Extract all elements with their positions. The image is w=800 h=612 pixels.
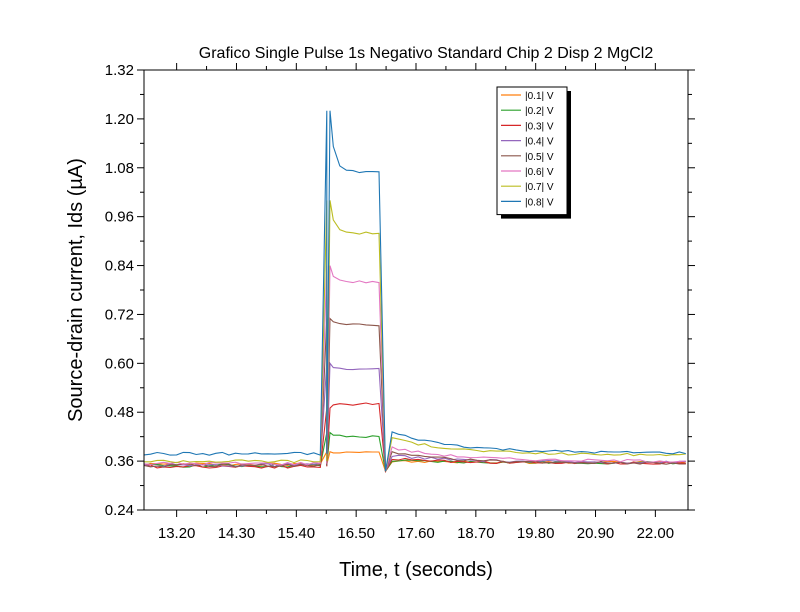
x-tick-label: 20.90 bbox=[577, 525, 615, 542]
series-line bbox=[143, 265, 686, 472]
legend-box bbox=[496, 86, 568, 216]
y-tick-label: 0.36 bbox=[105, 453, 134, 470]
y-tick-labels: 0.24 0.36 0.48 0.60 0.72 0.84 0.96 1.08 1.20 1.32 bbox=[105, 62, 134, 519]
y-tick-label: 0.60 bbox=[105, 355, 134, 372]
legend-label: |0.4| V bbox=[525, 137, 554, 148]
y-tick-label: 0.72 bbox=[105, 306, 134, 323]
y-tick-label: 1.08 bbox=[105, 160, 134, 177]
x-tick-label: 17.60 bbox=[397, 525, 435, 542]
y-axis-label: Source-drain current, Ids (µA) bbox=[65, 158, 87, 422]
legend-label: |0.2| V bbox=[525, 106, 554, 117]
y-tick-label: 0.24 bbox=[105, 502, 134, 519]
axis-ticks bbox=[137, 63, 695, 517]
y-tick-label: 1.20 bbox=[105, 111, 134, 128]
x-tick-label: 19.80 bbox=[517, 525, 555, 542]
legend-label: |0.5| V bbox=[525, 152, 554, 163]
x-tick-labels: 13.20 14.30 15.40 16.50 17.60 18.70 19.80 20.90… bbox=[158, 525, 674, 542]
legend-label: |0.7| V bbox=[525, 182, 554, 193]
legend-label: |0.6| V bbox=[525, 167, 554, 178]
x-tick-label: 13.20 bbox=[158, 525, 196, 542]
x-tick-label: 14.30 bbox=[218, 525, 256, 542]
series-group bbox=[143, 110, 686, 474]
x-tick-label: 22.00 bbox=[637, 525, 675, 542]
series-line bbox=[144, 200, 686, 472]
y-tick-label: 0.48 bbox=[105, 404, 134, 421]
plot-frame bbox=[143, 69, 689, 511]
legend-label: |0.1| V bbox=[525, 91, 554, 102]
legend-label: |0.3| V bbox=[525, 121, 554, 132]
series-line bbox=[143, 110, 686, 472]
x-axis-label: Time, t (seconds) bbox=[339, 559, 493, 581]
y-tick-label: 0.84 bbox=[105, 258, 134, 275]
x-tick-label: 18.70 bbox=[457, 525, 495, 542]
x-tick-label: 16.50 bbox=[337, 525, 375, 542]
chart-title: Grafico Single Pulse 1s Negativo Standar… bbox=[199, 45, 654, 62]
series-line bbox=[143, 317, 686, 472]
y-tick-label: 1.32 bbox=[105, 62, 134, 79]
legend: |0.1| V |0.2| V |0.3| V |0.4| V |0.5| V |0.6|… bbox=[496, 86, 571, 219]
legend-label: |0.8| V bbox=[525, 197, 554, 208]
x-tick-label: 15.40 bbox=[278, 525, 316, 542]
y-tick-label: 0.96 bbox=[105, 209, 134, 226]
